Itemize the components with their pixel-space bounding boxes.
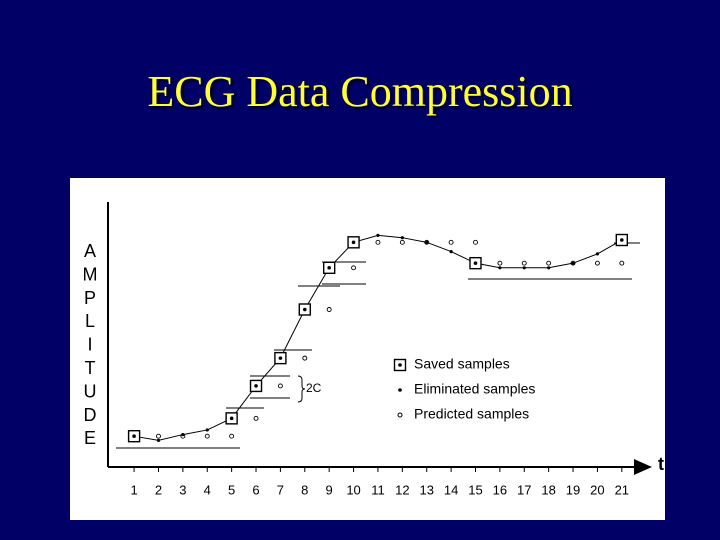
- legend-item: Eliminated samples: [398, 381, 535, 397]
- saved-sample-dot: [278, 356, 283, 360]
- predicted-sample: [156, 433, 161, 439]
- x-tick-label: 13: [419, 482, 433, 497]
- x-axis-label: t: [658, 454, 664, 474]
- predicted-sample: [619, 260, 625, 266]
- eliminated-sample: [205, 428, 209, 432]
- legend-label: Saved samples: [414, 356, 510, 372]
- predicted-sample: [594, 260, 600, 266]
- saved-sample-dot: [473, 261, 478, 265]
- x-tick-label: 19: [566, 482, 580, 497]
- annotation: 2C: [306, 381, 322, 395]
- legend-marker: [397, 412, 403, 418]
- eliminated-sample: [425, 240, 429, 244]
- x-tick-label: 7: [277, 482, 284, 497]
- eliminated-sample: [571, 261, 575, 265]
- eliminated-sample: [547, 266, 551, 270]
- series: [127, 233, 629, 443]
- x-tick-label: 8: [301, 482, 308, 497]
- x-tick-label: 10: [346, 482, 360, 497]
- x-tick-label: 11: [371, 482, 385, 497]
- x-tick-label: 20: [590, 482, 604, 497]
- predicted-sample: [521, 260, 527, 266]
- legend-marker: [398, 388, 402, 392]
- x-tick-label: 1: [130, 482, 137, 497]
- predicted-sample: [448, 239, 454, 245]
- x-tick-label: 4: [204, 482, 211, 497]
- predicted-sample: [204, 433, 210, 439]
- eliminated-sample: [449, 249, 453, 254]
- x-tick-label: 2: [155, 482, 162, 497]
- predicted-sample: [277, 383, 283, 389]
- x-tick-label: 18: [541, 482, 555, 497]
- saved-sample-dot: [254, 384, 258, 388]
- saved-sample-dot: [302, 307, 307, 312]
- eliminated-sample: [400, 236, 404, 240]
- x-tick-label: 14: [444, 482, 458, 497]
- x-tick-label: 9: [326, 482, 333, 497]
- saved-sample-dot: [229, 416, 234, 421]
- slide-title: ECG Data Compression: [147, 67, 573, 116]
- predicted-sample: [399, 239, 405, 245]
- x-tick-label: 12: [395, 482, 409, 497]
- saved-sample-dot: [620, 238, 624, 242]
- eliminated-sample: [376, 233, 380, 237]
- chart-background: [70, 178, 665, 520]
- predicted-sample: [253, 415, 259, 421]
- x-tick-label: 15: [468, 482, 482, 497]
- saved-sample-dot: [351, 240, 356, 245]
- legend-label: Predicted samples: [414, 406, 529, 422]
- legend-marker-dot: [398, 363, 402, 367]
- legend-item: Saved samples: [393, 356, 510, 372]
- predicted-sample: [302, 355, 308, 361]
- legend-item: Predicted samples: [397, 406, 529, 422]
- x-tick-label: 3: [179, 482, 186, 497]
- predicted-sample: [497, 260, 503, 266]
- eliminated-sample: [498, 266, 502, 270]
- legend-label: Eliminated samples: [414, 381, 535, 397]
- predicted-sample: [229, 433, 235, 439]
- predicted-sample: [473, 239, 478, 245]
- x-axis-arrow: [634, 459, 652, 475]
- predicted-sample: [351, 265, 357, 271]
- saved-sample-dot: [327, 266, 331, 270]
- x-tick-label: 21: [615, 482, 629, 497]
- predicted-sample: [326, 307, 332, 312]
- eliminated-sample: [181, 432, 185, 437]
- eliminated-sample: [595, 252, 600, 256]
- x-tick-label: 6: [252, 482, 259, 497]
- saved-sample-dot: [132, 434, 136, 438]
- x-tick-label: 16: [493, 482, 507, 497]
- predicted-sample: [546, 260, 552, 266]
- x-tick-label: 17: [517, 482, 531, 497]
- x-tick-label: 5: [228, 482, 235, 497]
- eliminated-sample: [156, 438, 161, 442]
- eliminated-sample: [522, 266, 526, 270]
- predicted-sample: [375, 239, 381, 245]
